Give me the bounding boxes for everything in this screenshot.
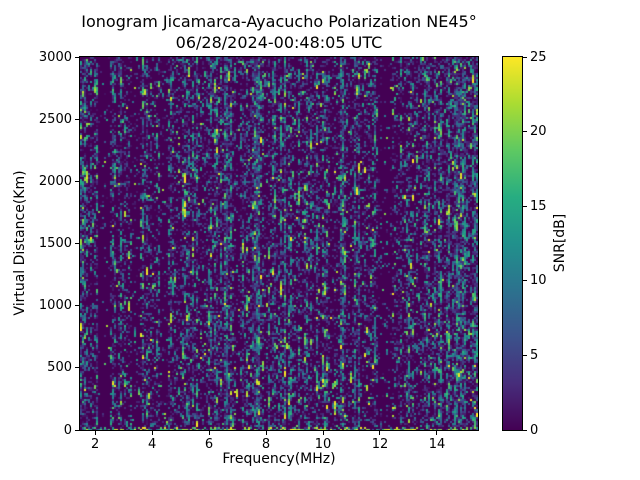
y-tick-label: 2500 <box>38 111 72 127</box>
y-tick-mark <box>75 367 79 369</box>
y-axis-label: Virtual Distance(Km) <box>12 170 28 316</box>
x-tick-label: 12 <box>371 437 389 452</box>
y-tick-mark <box>75 56 79 58</box>
colorbar-tick-mark <box>523 354 527 356</box>
y-tick-label: 1500 <box>38 236 72 251</box>
colorbar-tick-label: 0 <box>530 422 539 438</box>
colorbar-tick-mark <box>523 280 527 282</box>
figure-title: Ionogram Jicamarca-Ayacucho Polarization… <box>81 12 477 31</box>
y-tick-label: 2000 <box>38 173 72 189</box>
x-tick-label: 14 <box>428 437 446 452</box>
y-tick-label: 3000 <box>38 49 72 65</box>
x-tick-mark <box>379 431 381 435</box>
x-tick-mark <box>436 431 438 435</box>
figure-subtitle: 06/28/2024-00:48:05 UTC <box>175 33 383 52</box>
y-tick-label: 500 <box>47 360 72 376</box>
y-tick-mark <box>75 243 79 244</box>
plot-area <box>79 56 479 431</box>
x-tick-label: 10 <box>314 437 332 452</box>
x-tick-label: 2 <box>90 437 100 452</box>
x-axis-label: Frequency(MHz) <box>222 451 336 467</box>
x-tick-mark <box>265 431 267 435</box>
colorbar-tick-label: 20 <box>530 124 547 140</box>
y-tick-mark <box>75 118 79 120</box>
x-tick-label: 6 <box>204 437 214 452</box>
x-tick-label: 4 <box>147 437 157 452</box>
colorbar-gradient <box>503 57 522 430</box>
colorbar <box>502 56 523 431</box>
colorbar-tick-mark <box>523 56 527 58</box>
ionogram-heatmap-canvas <box>80 57 478 430</box>
y-tick-mark <box>75 180 79 182</box>
y-tick-mark <box>75 305 79 307</box>
x-tick-mark <box>151 431 153 435</box>
colorbar-tick-label: 10 <box>530 273 547 289</box>
colorbar-tick-label: 5 <box>530 347 539 363</box>
x-tick-mark <box>94 431 96 435</box>
colorbar-tick-mark <box>523 429 527 431</box>
colorbar-tick-label: 25 <box>530 49 547 65</box>
y-tick-label: 1000 <box>38 298 72 314</box>
colorbar-tick-mark <box>523 205 527 207</box>
y-tick-label: 0 <box>63 422 72 438</box>
x-tick-mark <box>208 431 210 435</box>
x-tick-mark <box>322 431 324 435</box>
x-tick-label: 8 <box>261 437 271 452</box>
colorbar-tick-label: 15 <box>530 198 547 214</box>
colorbar-label: SNR[dB] <box>552 213 568 273</box>
y-tick-mark <box>75 429 79 431</box>
colorbar-tick-mark <box>523 131 527 133</box>
